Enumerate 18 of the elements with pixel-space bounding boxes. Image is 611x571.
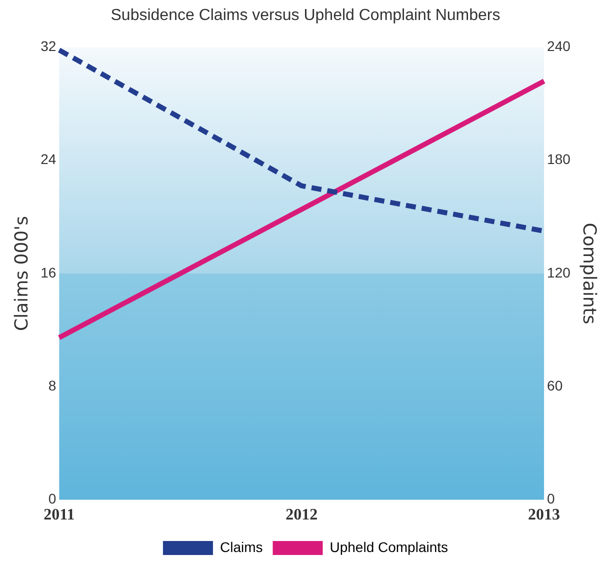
y-axis-title: Claims 000's <box>11 216 32 331</box>
y2-tick-label: 180 <box>547 151 571 168</box>
y-tick-label: 0 <box>48 490 56 507</box>
y2-axis-title: Complaints <box>578 222 600 324</box>
y2-tick-label: 0 <box>547 490 556 507</box>
x-tick-label: 2011 <box>44 506 75 524</box>
y2-tick-label: 240 <box>547 38 571 54</box>
x-tick-label: 2012 <box>286 506 318 524</box>
x-tick-label: 2013 <box>528 506 560 524</box>
chart-title: Subsidence Claims versus Upheld Complaint Numbers <box>110 7 500 24</box>
y-tick-label: 16 <box>40 264 56 280</box>
y-tick-label: 8 <box>48 378 56 394</box>
y-tick-label: 24 <box>40 151 56 168</box>
y2-tick-label: 120 <box>547 264 571 280</box>
y-tick-label: 32 <box>40 38 56 54</box>
y2-tick-label: 60 <box>547 378 563 394</box>
legend-label: Claims <box>220 538 263 555</box>
legend-label: Upheld Complaints <box>330 538 448 555</box>
